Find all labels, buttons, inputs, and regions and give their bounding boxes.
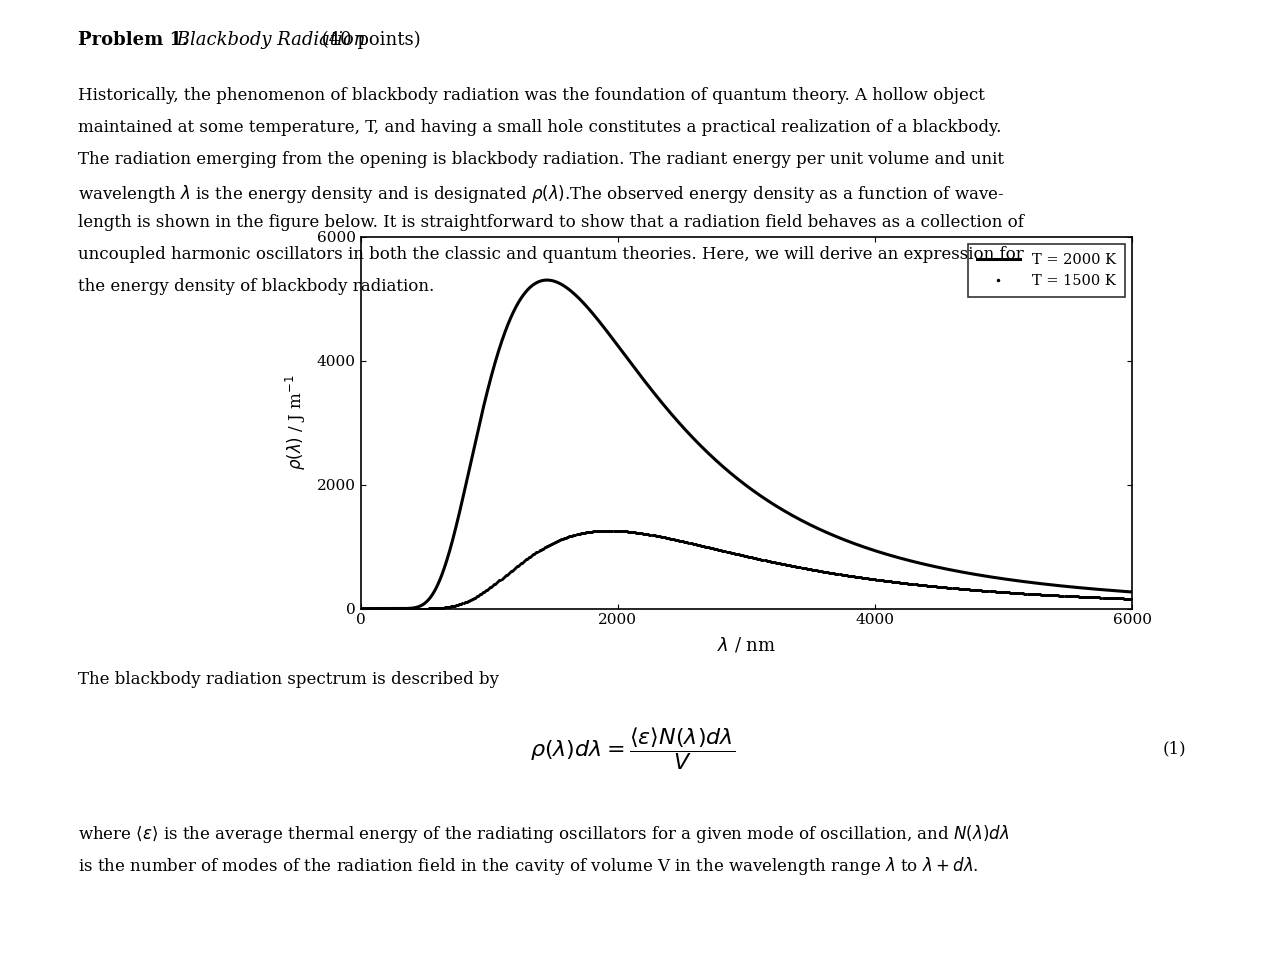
T = 2000 K [700,446,715,458]
Text: Historically, the phenomenon of blackbody radiation was the foundation of quantu: Historically, the phenomenon of blackbod… [78,87,985,104]
Text: $\rho(\lambda)d\lambda = \dfrac{\langle\varepsilon\rangle N(\lambda)d\lambda}{V}: $\rho(\lambda)d\lambda = \dfrac{\langle\… [530,725,735,772]
T = 2000 K [354,603,369,614]
T = 2000 K [645,385,660,397]
Text: maintained at some temperature, T, and having a small hole constitutes a practic: maintained at some temperature, T, and h… [78,119,1002,136]
Legend: T = 2000 K, T = 1500 K: T = 2000 K, T = 1500 K [968,244,1125,297]
T = 1500 K [541,539,557,551]
T = 1500 K [534,544,549,555]
T = 2000 K [1118,585,1133,597]
Line: T = 2000 K: T = 2000 K [362,280,1132,609]
T = 2000 K [533,275,548,287]
X-axis label: $\lambda$ / nm: $\lambda$ / nm [717,636,775,655]
Line: T = 1500 K: T = 1500 K [361,529,1133,611]
T = 1500 K [645,529,660,541]
T = 2000 K [1125,586,1140,598]
Text: is the number of modes of the radiation field in the cavity of volume V in the w: is the number of modes of the radiation … [78,855,979,877]
T = 2000 K [539,274,554,286]
T = 1500 K [538,542,553,554]
Text: The blackbody radiation spectrum is described by: The blackbody radiation spectrum is desc… [78,671,500,689]
Text: Problem 1.: Problem 1. [78,31,188,49]
T = 1500 K [1125,593,1140,605]
Text: Blackbody Radiation: Blackbody Radiation [171,31,366,49]
Text: where $\langle\varepsilon\rangle$ is the average thermal energy of the radiating: where $\langle\varepsilon\rangle$ is the… [78,823,1009,845]
Text: uncoupled harmonic oscillators in both the classic and quantum theories. Here, w: uncoupled harmonic oscillators in both t… [78,246,1025,264]
Text: wavelength $\lambda$ is the energy density and is designated $\rho(\lambda)$.The: wavelength $\lambda$ is the energy densi… [78,183,1004,205]
Text: (1): (1) [1163,740,1187,757]
T = 1500 K [354,603,369,614]
T = 2000 K [541,274,557,286]
T = 1500 K [354,603,369,614]
Text: The radiation emerging from the opening is blackbody radiation. The radiant ener: The radiation emerging from the opening … [78,151,1004,168]
T = 1500 K [700,541,715,553]
Text: length is shown in the figure below. It is straightforward to show that a radiat: length is shown in the figure below. It … [78,214,1025,232]
T = 1500 K [1118,593,1133,605]
Y-axis label: $\rho(\lambda)$ / J m$^{-1}$: $\rho(\lambda)$ / J m$^{-1}$ [285,375,309,470]
T = 2000 K [538,274,553,286]
Text: the energy density of blackbody radiation.: the energy density of blackbody radiatio… [78,278,435,296]
Text: (40 points): (40 points) [316,31,421,49]
T = 1500 K [602,525,617,536]
